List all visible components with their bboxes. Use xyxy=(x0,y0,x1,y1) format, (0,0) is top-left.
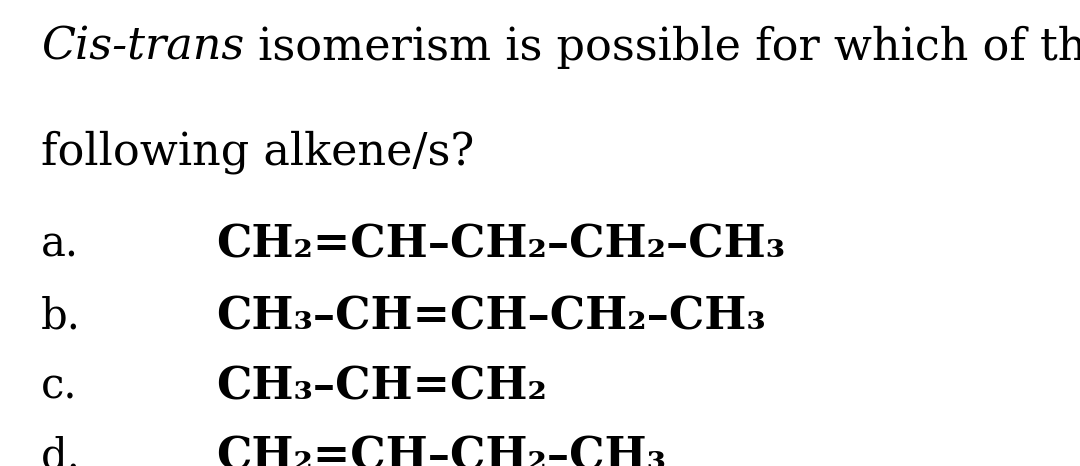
Text: CH₂=CH–CH₂–CH₃: CH₂=CH–CH₂–CH₃ xyxy=(216,436,666,466)
Text: d.: d. xyxy=(41,436,81,466)
Text: Cis-trans: Cis-trans xyxy=(41,26,244,69)
Text: CH₃–CH=CH₂: CH₃–CH=CH₂ xyxy=(216,366,546,409)
Text: following alkene/s?: following alkene/s? xyxy=(41,130,474,174)
Text: CH₂=CH–CH₂–CH₂–CH₃: CH₂=CH–CH₂–CH₂–CH₃ xyxy=(216,224,785,267)
Text: CH₃–CH=CH–CH₂–CH₃: CH₃–CH=CH–CH₂–CH₃ xyxy=(216,296,766,339)
Text: isomerism is possible for which of the: isomerism is possible for which of the xyxy=(244,26,1080,69)
Text: c.: c. xyxy=(41,366,78,408)
Text: b.: b. xyxy=(41,296,81,338)
Text: a.: a. xyxy=(41,224,79,266)
